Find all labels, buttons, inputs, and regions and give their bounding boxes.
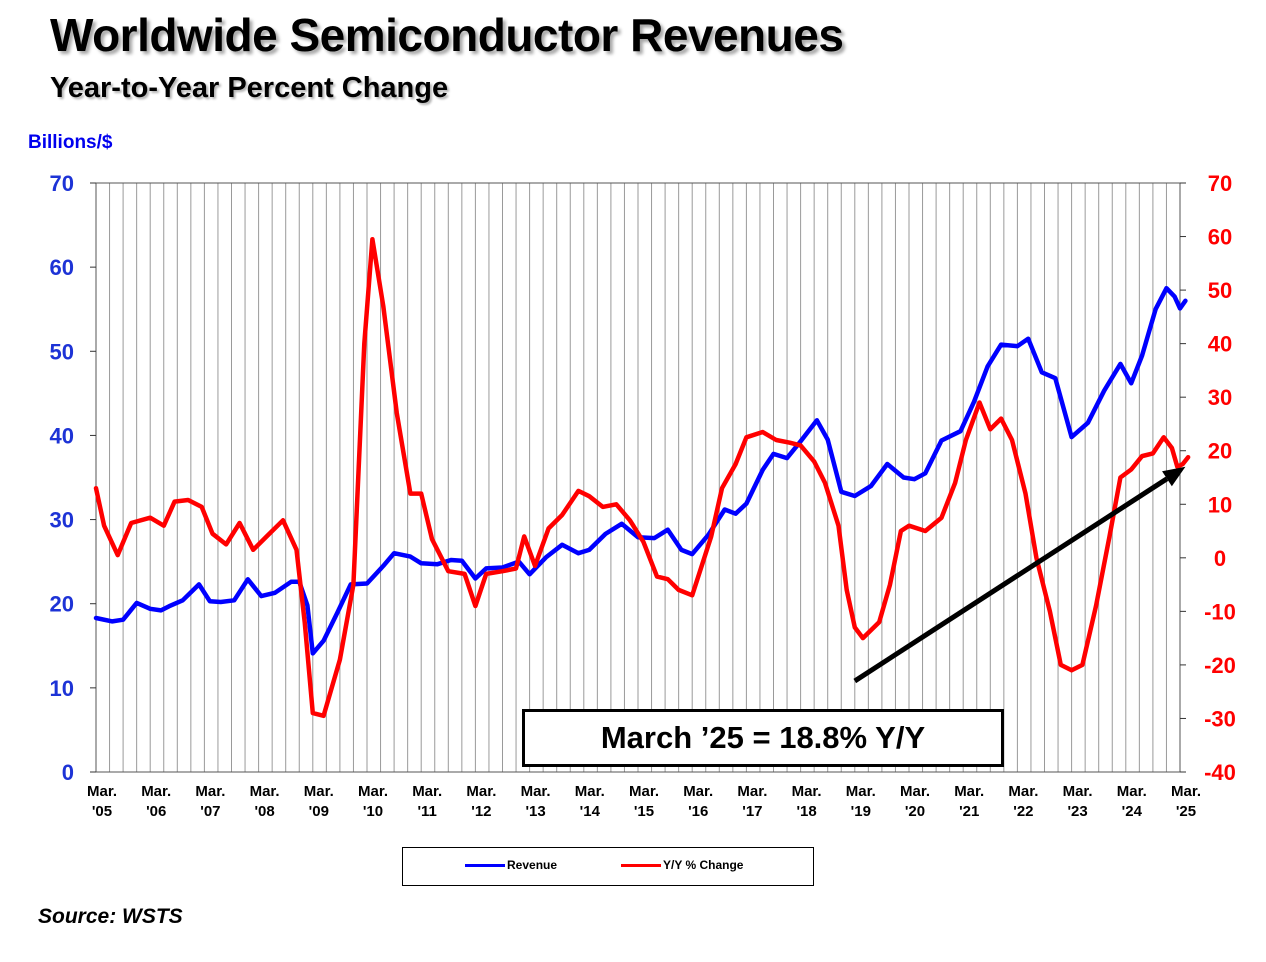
right-tick-label: 10 (1208, 492, 1232, 517)
x-tick-label: Mar. (1008, 783, 1038, 800)
right-tick-label: -30 (1204, 706, 1236, 731)
grid-lines (95, 182, 1181, 773)
chart-subtitle: Year-to-Year Percent Change (50, 72, 449, 104)
x-tick-label-year: '09 (309, 803, 329, 820)
x-tick-label-year: '08 (254, 803, 274, 820)
right-tick-label: 30 (1208, 385, 1232, 410)
x-tick-label-year: '24 (1122, 803, 1143, 820)
left-axis-unit: Billions/$ (28, 132, 113, 153)
right-axis-ticks: -40 -30 -20 -10 0 10 20 30 40 50 60 70 (1180, 171, 1236, 785)
x-tick-label: Mar. (521, 783, 551, 800)
x-tick-label: Mar. (141, 783, 171, 800)
legend: Revenue Y/Y % Change (402, 847, 814, 886)
left-tick-label: 30 (50, 508, 74, 533)
x-tick-label: Mar. (683, 783, 713, 800)
x-tick-label: Mar. (304, 783, 334, 800)
yoy-line (93, 236, 1191, 719)
legend-label-revenue: Revenue (507, 858, 558, 872)
x-tick-label: Mar. (1063, 783, 1093, 800)
x-tick-label: Mar. (1171, 783, 1201, 800)
x-tick-label-year: '19 (851, 803, 871, 820)
yoy-swatch (621, 864, 661, 868)
x-tick-label: Mar. (250, 783, 280, 800)
left-tick-label: 20 (50, 592, 74, 617)
right-tick-label: 60 (1208, 225, 1232, 250)
x-tick-label-year: '14 (580, 803, 601, 820)
x-tick-label-year: '07 (200, 803, 220, 820)
x-tick-label-year: '23 (1067, 803, 1087, 820)
left-tick-label: 10 (50, 676, 74, 701)
x-tick-label-year: '22 (1013, 803, 1033, 820)
x-tick-label: Mar. (846, 783, 876, 800)
revenue-swatch (465, 864, 505, 868)
right-tick-label: 20 (1208, 439, 1232, 464)
left-tick-label: 0 (62, 760, 74, 785)
trend-arrow (853, 466, 1186, 684)
chart-title: Worldwide Semiconductor Revenues (50, 9, 844, 61)
right-tick-label: -10 (1204, 599, 1236, 624)
source-note: Source: WSTS (38, 905, 183, 928)
legend-item-yoy: Y/Y % Change (621, 858, 743, 872)
x-tick-label-year: '18 (796, 803, 816, 820)
legend-item-revenue: Revenue (465, 858, 557, 872)
left-tick-label: 60 (50, 255, 74, 280)
x-tick-label: Mar. (87, 783, 117, 800)
x-tick-label-year: '06 (146, 803, 166, 820)
x-tick-label-year: '21 (959, 803, 979, 820)
x-tick-label-year: '13 (525, 803, 545, 820)
arrow-head (1162, 466, 1186, 487)
x-tick-label: Mar. (792, 783, 822, 800)
x-tick-label: Mar. (195, 783, 225, 800)
x-tick-label-year: '16 (688, 803, 708, 820)
x-tick-label: Mar. (737, 783, 767, 800)
x-tick-label-year: '17 (742, 803, 762, 820)
callout-box: March ’25 = 18.8% Y/Y (522, 709, 1004, 767)
right-tick-label: -20 (1204, 653, 1236, 678)
x-tick-label: Mar. (1117, 783, 1147, 800)
x-tick-label: Mar. (954, 783, 984, 800)
left-axis-ticks: 0 10 20 30 40 50 60 70 (50, 171, 96, 785)
right-tick-label: 50 (1208, 278, 1232, 303)
x-tick-label: Mar. (629, 783, 659, 800)
left-tick-label: 40 (50, 423, 74, 448)
x-tick-label-year: '25 (1176, 803, 1196, 820)
x-tick-label-year: '05 (92, 803, 112, 820)
left-tick-label: 70 (50, 171, 74, 196)
x-tick-label: Mar. (358, 783, 388, 800)
right-tick-label: -40 (1204, 760, 1236, 785)
x-tick-label: Mar. (900, 783, 930, 800)
x-tick-label-year: '11 (417, 803, 436, 820)
x-tick-label-year: '10 (363, 803, 383, 820)
left-tick-label: 50 (50, 339, 74, 364)
legend-label-yoy: Y/Y % Change (663, 858, 744, 872)
right-tick-label: 70 (1208, 171, 1232, 196)
x-tick-label: Mar. (466, 783, 496, 800)
x-tick-label: Mar. (412, 783, 442, 800)
x-axis-ticks: Mar. '05 Mar. '06 Mar. '07 Mar. '08 Mar. '09 Mar. '… (87, 783, 1201, 820)
x-tick-label-year: '12 (471, 803, 491, 820)
x-tick-label-year: '15 (634, 803, 654, 820)
plot-frame (95, 182, 1181, 773)
series-lines (93, 236, 1191, 719)
right-tick-label: 40 (1208, 332, 1232, 357)
x-tick-label: Mar. (575, 783, 605, 800)
right-tick-label: 0 (1214, 546, 1226, 571)
x-tick-label-year: '20 (905, 803, 925, 820)
arrow-shaft (853, 476, 1169, 684)
